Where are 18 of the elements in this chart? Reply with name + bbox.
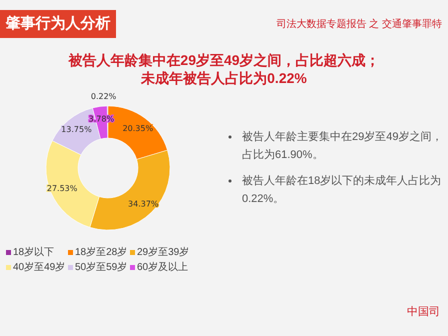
text: 中国司 [407,305,440,319]
text: 被告人年龄集中在29岁至49岁之间，占比超六成； [67,52,381,70]
text: 肇事行为人分析 [0,10,116,38]
legend-label: 40岁至49岁 [13,261,66,273]
data-label: 20.35% [122,124,154,133]
data-label: 0.22% [90,92,117,101]
text: 被告人年龄主要集中在29岁至49岁之间，占比为61.90%。 [241,130,444,163]
data-label: 27.53% [46,184,78,193]
legend-label: 50岁至59岁 [75,261,128,273]
legend-label: 18岁至28岁 [75,246,128,258]
text: 被告人年龄在18岁以下的未成年人占比为0.22%。 [241,174,442,207]
legend-label: 18岁以下 [13,246,54,258]
legend-label: 60岁及以上 [137,261,188,273]
legend-label: 29岁至39岁 [137,246,190,258]
data-label: 13.75% [61,125,92,134]
data-label: 34.37% [128,199,159,208]
text: 未成年被告人占比为0.22% [140,70,308,88]
text: 司法大数据专题报告 之 交通肇事罪特 [276,18,442,31]
